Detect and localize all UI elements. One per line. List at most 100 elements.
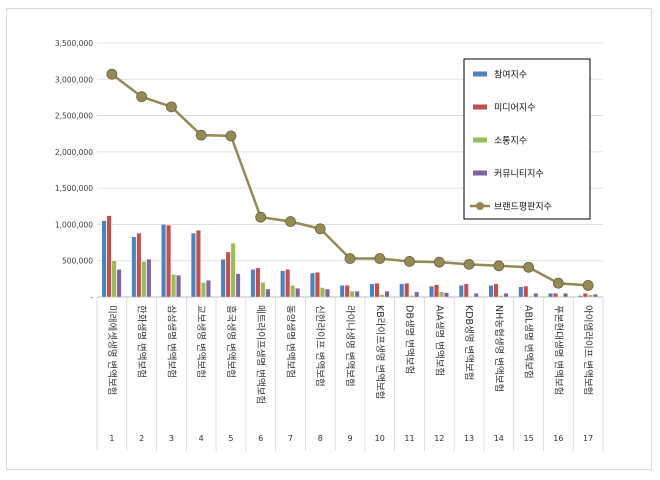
- bar: [528, 296, 534, 298]
- legend-marker: [476, 202, 484, 210]
- rank-label: 4: [199, 434, 204, 443]
- bar: [563, 293, 568, 298]
- bar: [101, 220, 107, 298]
- y-tick-label: 2,000,000: [55, 148, 93, 157]
- brand-reputation-point: [314, 223, 326, 235]
- category-label: 메트라이프생명 변액보험: [255, 305, 267, 404]
- bar: [444, 292, 449, 298]
- bar: [255, 267, 261, 298]
- category-label: KDB생명 변액보험: [463, 305, 475, 381]
- bar: [577, 295, 583, 298]
- y-axis-ticks: - 500,000 1,000,000 1,500,000 2,000,000 2,500…: [55, 39, 93, 302]
- legend-label: 소통지수: [494, 136, 527, 147]
- category-label: ABL생명 변액보험: [523, 305, 535, 379]
- bar: [404, 283, 410, 298]
- brand-reputation-point: [374, 253, 386, 264]
- bar: [344, 285, 350, 298]
- bar: [220, 259, 226, 298]
- brand-line: [106, 68, 594, 291]
- rank-label: 2: [139, 434, 144, 443]
- bar: [146, 259, 152, 298]
- bar: [558, 296, 563, 298]
- bar: [176, 275, 181, 298]
- bar: [523, 285, 529, 298]
- bar: [354, 291, 360, 298]
- y-tick-label: 500,000: [62, 257, 93, 266]
- bar: [587, 294, 593, 298]
- bar: [409, 295, 415, 298]
- category-label: 신한라이프 변액보험: [314, 305, 326, 387]
- bar: [106, 215, 112, 298]
- rank-label: 3: [169, 434, 174, 443]
- rank-label: 8: [318, 434, 323, 443]
- bar: [191, 232, 196, 298]
- bar: [250, 269, 256, 298]
- category-label: 삼성생명 변액보험: [165, 305, 177, 378]
- rank-label: 11: [404, 434, 414, 443]
- category-label: 한화생명 변액보험: [136, 305, 148, 378]
- bar: [325, 288, 330, 298]
- bar: [379, 294, 385, 298]
- bar: [315, 272, 320, 298]
- bar: [488, 285, 494, 298]
- legend-label: 참여지수: [494, 69, 527, 81]
- bar: [285, 269, 291, 298]
- legend-swatch: [473, 104, 487, 110]
- bar: [518, 286, 524, 298]
- bar: [260, 282, 266, 298]
- bar: [553, 293, 558, 298]
- rank-label: 17: [583, 434, 593, 443]
- y-tick-label: 3,000,000: [55, 75, 93, 84]
- rank-label: 12: [434, 434, 444, 443]
- bar: [374, 283, 380, 298]
- bar: [141, 261, 147, 298]
- rank-label: 10: [375, 434, 385, 443]
- bar: [196, 230, 201, 298]
- y-tick-label: 2,500,000: [55, 112, 93, 121]
- bar: [369, 283, 375, 298]
- category-label: 미래에셋생명 변액보험: [106, 305, 118, 395]
- rank-label: 15: [523, 434, 533, 443]
- category-label: 라이나생명 변액보험: [344, 305, 356, 387]
- x-axis-categories: 미래에셋생명 변액보험 1 한화생명 변액보험 2 삼성생명 변액보험 3 교보생명 변액보…: [96, 297, 604, 451]
- brand-reputation-point: [225, 130, 237, 142]
- category-label: NH농협생명 변액보험: [493, 305, 505, 392]
- bar: [429, 285, 434, 298]
- bar: [310, 272, 315, 298]
- brand-reputation-point: [582, 279, 594, 291]
- bars: [101, 215, 598, 298]
- brand-reputation-point: [463, 258, 475, 270]
- brand-reputation-point: [166, 101, 177, 113]
- bar: [414, 291, 420, 298]
- bar: [503, 293, 509, 298]
- category-label: AIA생명 변액보험: [433, 305, 445, 376]
- category-label: 흥국생명 변액보험: [225, 305, 237, 378]
- rank-label: 7: [288, 434, 293, 443]
- bar: [320, 287, 325, 298]
- chart-frame: - 500,000 1,000,000 1,500,000 2,000,000 2,500…: [6, 8, 652, 470]
- bar: [592, 293, 598, 298]
- bar: [434, 284, 439, 298]
- rank-label: 6: [258, 434, 263, 443]
- brand-reputation-point: [493, 260, 505, 272]
- bar: [493, 283, 499, 298]
- y-tick-label: -: [90, 293, 93, 302]
- brand-reputation-point: [433, 256, 445, 268]
- bar: [136, 232, 142, 298]
- bar: [533, 293, 539, 298]
- bar: [201, 282, 206, 298]
- bar: [116, 269, 122, 298]
- y-tick-label: 1,000,000: [55, 220, 93, 229]
- brand-reputation-point: [523, 261, 534, 273]
- y-tick-label: 3,500,000: [55, 39, 93, 48]
- bar: [171, 274, 176, 298]
- bar: [582, 293, 588, 298]
- bar: [290, 285, 296, 298]
- brand-reputation-point: [136, 91, 148, 103]
- rank-label: 5: [228, 434, 233, 443]
- category-label: 교보생명 변액보험: [195, 305, 207, 378]
- legend-swatch: [473, 170, 487, 176]
- bar: [206, 280, 211, 298]
- brand-reputation-point: [344, 253, 356, 264]
